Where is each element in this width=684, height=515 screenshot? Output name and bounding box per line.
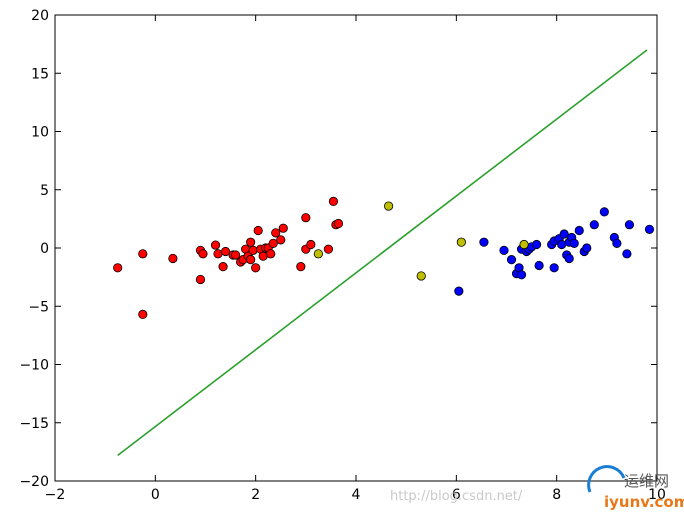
x-tick-label: 6 — [452, 487, 461, 503]
data-point-series-1 — [531, 239, 542, 250]
data-point-series-0 — [278, 223, 288, 233]
data-point-series-0 — [138, 249, 148, 259]
data-point-series-1 — [506, 255, 517, 265]
data-point-series-2 — [313, 249, 323, 259]
data-point-series-1 — [516, 270, 527, 280]
data-point-series-0 — [251, 263, 261, 273]
watermark: http://blog.csdn.net/ 运维网 iyunv.com — [390, 465, 684, 511]
plot-area — [55, 15, 657, 481]
data-point-series-0 — [266, 249, 276, 259]
data-point-series-2 — [416, 271, 426, 281]
x-tick-label: −2 — [45, 487, 66, 503]
data-point-series-0 — [138, 309, 148, 320]
data-point-series-0 — [213, 249, 223, 259]
data-point-series-0 — [276, 235, 286, 245]
data-point-series-0 — [113, 263, 123, 273]
y-tick-label: 10 — [31, 125, 49, 141]
x-tick-label: 2 — [251, 487, 260, 503]
y-tick-label: 0 — [40, 241, 49, 257]
y-tick-label: 15 — [31, 66, 49, 82]
x-tick-label: 4 — [352, 487, 361, 503]
data-point-series-2 — [384, 201, 394, 211]
data-point-series-1 — [582, 243, 592, 253]
watermark-logo: 运维网 iyunv.com — [587, 465, 684, 511]
x-tick-label: 8 — [552, 487, 561, 503]
data-point-series-1 — [564, 253, 574, 264]
data-point-series-0 — [220, 246, 231, 257]
y-tick-label: −5 — [28, 299, 49, 315]
y-tick-label: 20 — [31, 8, 49, 24]
data-point-series-1 — [569, 238, 579, 248]
data-point-series-0 — [231, 250, 241, 260]
data-point-series-0 — [301, 213, 311, 223]
data-point-series-1 — [559, 229, 569, 239]
data-point-series-0 — [323, 244, 334, 254]
x-tick-label: 0 — [151, 487, 160, 503]
data-point-series-1 — [644, 224, 655, 234]
data-point-series-0 — [246, 237, 256, 247]
data-point-series-1 — [479, 237, 489, 247]
data-point-series-1 — [612, 238, 622, 248]
data-point-series-1 — [534, 260, 544, 271]
x-tick-label: 10 — [648, 487, 666, 503]
data-point-series-1 — [557, 239, 567, 250]
data-point-series-0 — [168, 253, 178, 264]
decision-line — [117, 49, 648, 457]
data-point-series-1 — [574, 225, 584, 236]
data-point-series-1 — [454, 286, 464, 296]
data-point-series-0 — [271, 228, 281, 238]
data-point-series-0 — [246, 255, 256, 265]
regression-line-group — [117, 49, 648, 457]
data-point-series-0 — [210, 240, 221, 250]
data-point-series-0 — [253, 225, 263, 236]
data-point-series-0 — [248, 245, 258, 255]
data-point-series-0 — [195, 274, 206, 285]
y-tick-label: −10 — [19, 358, 49, 374]
y-tick-label: 5 — [40, 183, 49, 199]
data-point-series-0 — [218, 262, 228, 272]
data-point-series-0 — [328, 196, 339, 206]
data-point-series-1 — [499, 245, 509, 255]
data-point-series-1 — [599, 207, 609, 217]
data-point-series-1 — [622, 249, 632, 259]
data-point-series-1 — [549, 263, 559, 273]
data-point-series-1 — [624, 220, 635, 230]
data-point-series-0 — [268, 238, 278, 248]
data-point-series-2 — [456, 237, 466, 247]
data-point-series-0 — [198, 249, 208, 259]
watermark-url: http://blog.csdn.net/ — [390, 489, 523, 504]
logo-en-text: iyunv.com — [604, 493, 684, 511]
y-axis-ticks: −20 −15 −10 −5 0 5 10 15 20 — [19, 8, 657, 490]
data-point-series-0 — [306, 239, 316, 250]
logo-swoosh-icon — [587, 465, 626, 493]
x-axis-ticks: −2 0 2 4 6 8 10 — [45, 15, 666, 503]
data-point-series-0 — [333, 218, 344, 229]
data-point-series-1 — [589, 220, 599, 230]
data-point-series-2 — [519, 239, 529, 250]
logo-cn-text: 运维网 — [624, 472, 669, 490]
y-tick-label: −20 — [19, 474, 49, 490]
scatter-points — [113, 196, 655, 320]
data-point-series-0 — [258, 251, 268, 261]
y-tick-label: −15 — [19, 416, 49, 432]
data-point-series-0 — [296, 262, 306, 272]
